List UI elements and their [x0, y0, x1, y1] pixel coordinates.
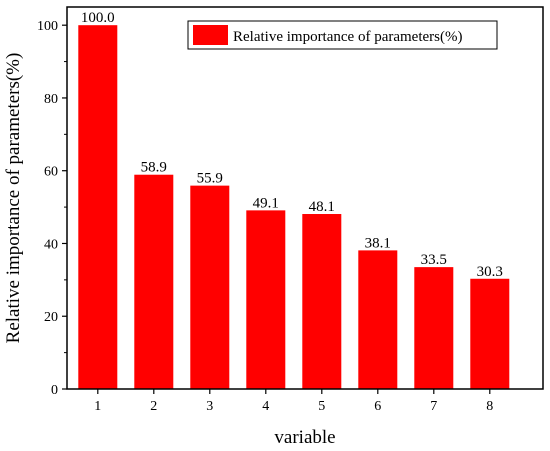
- y-axis-ticks: 0 20 40 60 80 100: [37, 19, 67, 398]
- data-label-7: 33.5: [421, 252, 447, 268]
- data-label-8: 30.3: [477, 264, 503, 280]
- legend-swatch: [193, 25, 228, 45]
- data-label-4: 49.1: [253, 195, 279, 211]
- y-tick-label: 100: [37, 19, 58, 34]
- bar-8: [470, 278, 510, 389]
- bar-2: [134, 174, 174, 389]
- bar-5: [302, 214, 342, 389]
- bar-6: [358, 250, 398, 389]
- bars-group: [78, 25, 510, 389]
- x-tick-label: 4: [262, 399, 269, 414]
- bar-7: [414, 267, 454, 389]
- data-label-2: 58.9: [141, 160, 167, 176]
- y-axis-title: Relative importance of parameters(%): [3, 53, 24, 344]
- bar-1: [78, 25, 118, 389]
- x-tick-label: 8: [486, 399, 493, 414]
- legend-label: Relative importance of parameters(%): [233, 29, 462, 45]
- y-tick-label: 20: [44, 310, 58, 325]
- bar-3: [190, 185, 230, 389]
- x-tick-label: 7: [430, 399, 437, 414]
- x-tick-label: 3: [206, 399, 213, 414]
- y-tick-label: 0: [51, 383, 58, 398]
- y-tick-label: 40: [44, 237, 58, 252]
- data-label-5: 48.1: [309, 199, 335, 215]
- x-axis-title: variable: [274, 427, 335, 448]
- legend-box: [187, 20, 498, 50]
- x-axis-ticks: 1 2 3 4 5 6 7 8: [94, 389, 493, 414]
- x-tick-label: 1: [94, 399, 101, 414]
- data-label-3: 55.9: [197, 171, 223, 187]
- data-label-1: 100.0: [81, 10, 115, 26]
- x-tick-label: 6: [374, 399, 381, 414]
- x-tick-label: 5: [318, 399, 325, 414]
- bar-4: [246, 210, 286, 389]
- y-tick-label: 80: [44, 92, 58, 107]
- x-tick-label: 2: [150, 399, 157, 414]
- data-label-6: 38.1: [365, 235, 391, 251]
- plot-frame: [66, 6, 544, 390]
- legend: Relative importance of parameters(%): [187, 20, 498, 50]
- y-tick-label: 60: [44, 165, 58, 180]
- data-labels-group: 100.0 58.9 55.9 49.1 48.1 38.1 33.5 30.3: [81, 10, 503, 280]
